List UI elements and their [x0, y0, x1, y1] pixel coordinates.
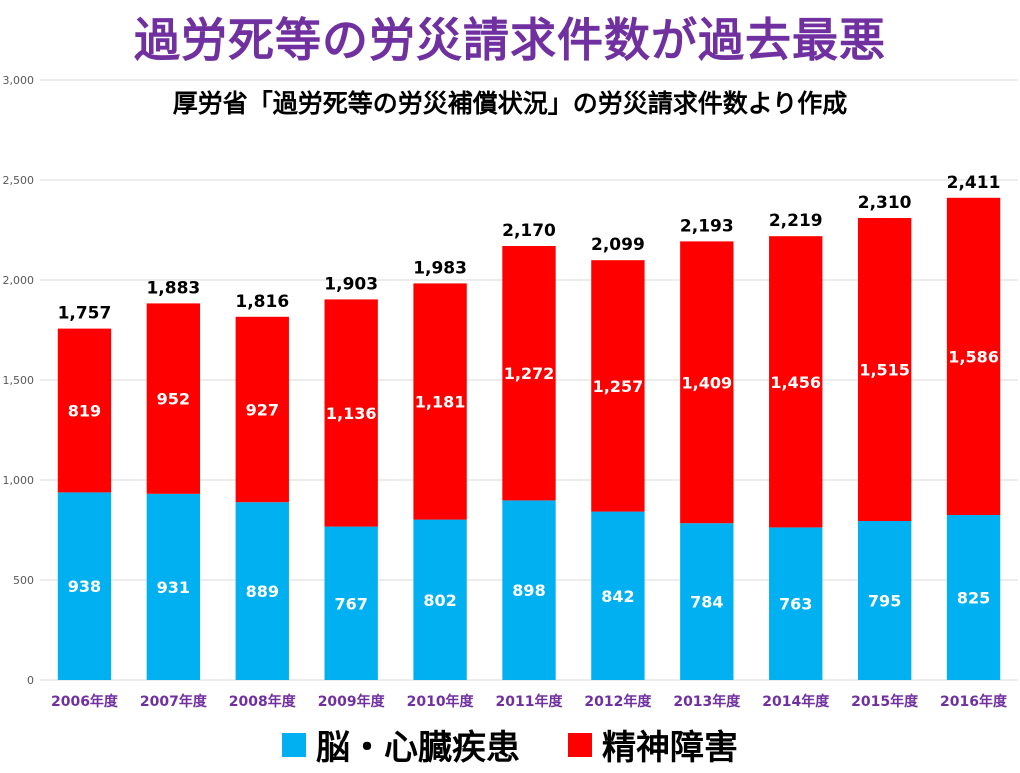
x-category-label: 2007年度: [140, 693, 208, 710]
bar-segment-cardio: [324, 526, 378, 680]
y-tick-label: 2,000: [3, 274, 35, 287]
data-label-mental: 819: [68, 402, 101, 421]
chart-subtitle: 厚労省「過労死等の労災補償状況」の労災請求件数より作成: [172, 89, 848, 118]
data-label-cardio: 931: [157, 578, 190, 597]
data-label-mental: 952: [157, 390, 190, 409]
data-label-mental: 1,409: [682, 373, 733, 392]
bar-segment-cardio: [235, 502, 289, 680]
x-category-label: 2016年度: [940, 693, 1008, 710]
data-label-cardio: 938: [68, 577, 101, 596]
data-label-total: 2,193: [680, 216, 734, 236]
legend-item-mental: 精神障害: [568, 720, 738, 769]
bar-segment-mental: [946, 197, 1001, 516]
bar-segment-cardio: [769, 527, 823, 680]
data-label-mental: 927: [246, 401, 279, 420]
data-label-cardio: 763: [779, 595, 812, 614]
data-label-total: 2,170: [502, 221, 556, 241]
y-tick-label: 2,500: [3, 174, 35, 187]
data-label-total: 1,883: [146, 278, 200, 298]
x-category-label: 2015年度: [851, 693, 919, 710]
bar-segment-cardio: [946, 515, 1001, 680]
bar-segment-mental: [146, 303, 201, 494]
bar-segment-cardio: [502, 500, 556, 680]
x-category-label: 2014年度: [762, 693, 830, 710]
bar-segment-mental: [680, 241, 734, 524]
data-label-total: 1,903: [324, 274, 378, 294]
data-label-cardio: 784: [690, 593, 723, 612]
y-tick-label: 1,000: [3, 474, 35, 487]
legend-swatch-mental: [568, 732, 592, 757]
data-label-cardio: 825: [957, 589, 990, 608]
bar-segment-cardio: [146, 493, 201, 680]
legend-label-mental: 精神障害: [602, 728, 738, 768]
data-label-cardio: 802: [423, 591, 456, 610]
data-label-mental: 1,586: [948, 347, 999, 366]
bar-segment-mental: [769, 236, 823, 528]
bar-segment-mental: [324, 299, 378, 527]
bar-segment-mental: [57, 328, 112, 493]
data-label-cardio: 842: [601, 587, 634, 606]
x-category-label: 2012年度: [584, 693, 652, 710]
x-category-label: 2013年度: [673, 693, 741, 710]
legend-swatch-cardio: [282, 732, 306, 757]
y-tick-label: 0: [27, 674, 34, 687]
x-category-label: 2006年度: [51, 693, 119, 710]
data-label-mental: 1,257: [593, 377, 644, 396]
data-label-mental: 1,272: [504, 364, 555, 383]
legend-label-cardio: 脳・心臓疾患: [316, 728, 520, 768]
data-label-mental: 1,181: [415, 393, 466, 412]
stacked-bar-chart: 0 500 1,000 1,500 2,000 2,500 3,000 938 819 1,757…: [3, 74, 1018, 710]
data-label-cardio: 898: [512, 581, 545, 600]
data-label-total: 1,816: [235, 292, 289, 312]
bar-segment-mental: [857, 218, 912, 521]
data-label-cardio: 767: [334, 594, 367, 613]
bar-segment-cardio: [57, 492, 112, 680]
chart-title: 過労死等の労災請求件数が過去最悪: [134, 13, 886, 67]
bar-segment-mental: [413, 283, 467, 520]
y-tick-label: 500: [13, 574, 34, 587]
data-label-cardio: 795: [868, 592, 901, 611]
y-tick-label: 3,000: [3, 74, 35, 87]
legend: 脳・心臓疾患 精神障害: [0, 720, 1020, 769]
data-label-mental: 1,136: [326, 404, 377, 423]
bar-segment-mental: [591, 260, 645, 512]
data-label-total: 2,219: [769, 211, 823, 231]
x-category-label: 2011年度: [496, 693, 564, 710]
data-label-total: 2,411: [947, 173, 1001, 193]
legend-item-cardio: 脳・心臓疾患: [282, 720, 520, 769]
data-label-total: 1,757: [58, 304, 112, 324]
data-label-total: 1,983: [413, 258, 467, 278]
data-label-total: 2,310: [858, 193, 912, 213]
data-label-mental: 1,456: [770, 373, 821, 392]
bar-segment-cardio: [857, 521, 912, 680]
bar-segment-cardio: [413, 519, 467, 680]
data-label-mental: 1,515: [859, 361, 910, 380]
bar-segment-mental: [502, 246, 556, 501]
data-label-cardio: 889: [246, 582, 279, 601]
bar-segment-mental: [235, 316, 289, 503]
bar-segment-cardio: [680, 523, 734, 680]
x-category-label: 2008年度: [229, 693, 297, 710]
x-category-label: 2010年度: [407, 693, 475, 710]
bar-segment-cardio: [591, 511, 645, 680]
data-label-total: 2,099: [591, 235, 645, 255]
y-tick-label: 1,500: [3, 374, 35, 387]
x-category-label: 2009年度: [318, 693, 386, 710]
